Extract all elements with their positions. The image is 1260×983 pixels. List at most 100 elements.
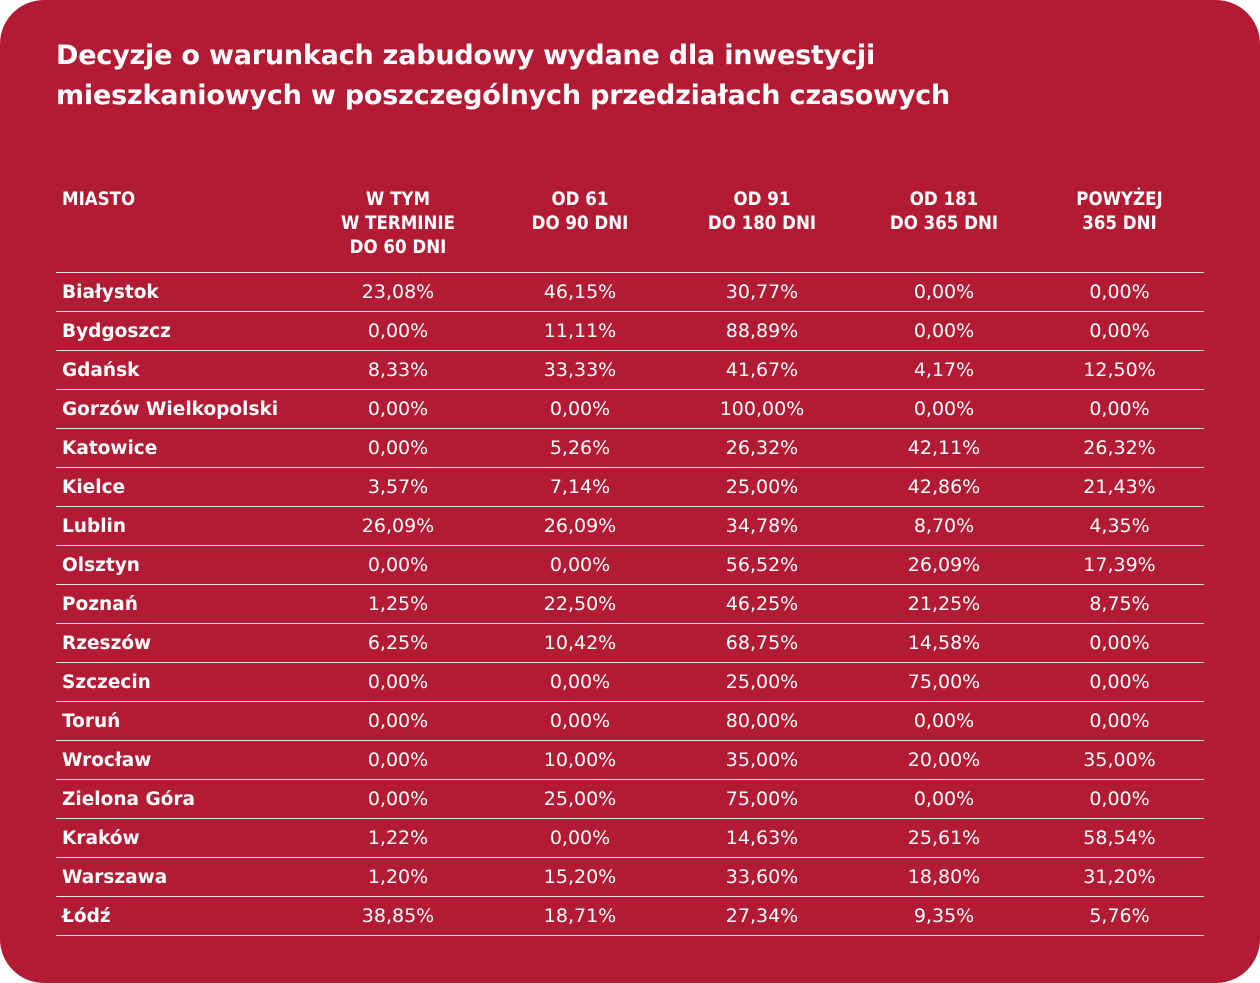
percent-cell: 0,00% <box>307 311 489 351</box>
percent-cell: 6,25% <box>307 623 489 663</box>
percent-cell: 1,20% <box>307 857 489 897</box>
percent-cell: 0,00% <box>1035 623 1204 663</box>
city-name-cell: Olsztyn <box>56 545 307 585</box>
percent-cell: 0,00% <box>307 740 489 780</box>
percent-cell: 12,50% <box>1035 350 1204 390</box>
table-row: Gorzów Wielkopolski 0,00% 0,00% 100,00% 0,00… <box>56 389 1204 429</box>
percent-cell: 0,00% <box>489 662 671 702</box>
table-row: Bydgoszcz 0,00% 11,11% 88,89% 0,00% 0,00% <box>56 311 1204 351</box>
column-header-city: MIASTO <box>56 188 307 273</box>
table-row: Wrocław 0,00% 10,00% 35,00% 20,00% 35,00% <box>56 740 1204 780</box>
percent-cell: 33,33% <box>489 350 671 390</box>
percent-cell: 25,00% <box>671 662 853 702</box>
table-row: Warszawa 1,20% 15,20% 33,60% 18,80% 31,20% <box>56 857 1204 897</box>
percent-cell: 0,00% <box>1035 311 1204 351</box>
table-row: Katowice 0,00% 5,26% 26,32% 42,11% 26,32% <box>56 428 1204 468</box>
percent-cell: 0,00% <box>853 272 1035 312</box>
column-header-181-365-days: OD 181 DO 365 DNI <box>853 188 1035 273</box>
city-name-cell: Bydgoszcz <box>56 311 307 351</box>
percent-cell: 25,00% <box>489 779 671 819</box>
table-row: Szczecin 0,00% 0,00% 25,00% 75,00% 0,00% <box>56 662 1204 702</box>
percent-cell: 0,00% <box>307 701 489 741</box>
percent-cell: 18,80% <box>853 857 1035 897</box>
percent-cell: 35,00% <box>671 740 853 780</box>
percent-cell: 4,35% <box>1035 506 1204 546</box>
city-name-cell: Toruń <box>56 701 307 741</box>
percent-cell: 0,00% <box>853 701 1035 741</box>
percent-cell: 8,70% <box>853 506 1035 546</box>
city-name-cell: Warszawa <box>56 857 307 897</box>
city-name-cell: Rzeszów <box>56 623 307 663</box>
percent-cell: 21,25% <box>853 584 1035 624</box>
city-name-cell: Gdańsk <box>56 350 307 390</box>
percent-cell: 0,00% <box>307 389 489 429</box>
percent-cell: 80,00% <box>671 701 853 741</box>
percent-cell: 21,43% <box>1035 467 1204 507</box>
percent-cell: 10,42% <box>489 623 671 663</box>
percent-cell: 4,17% <box>853 350 1035 390</box>
city-name-cell: Wrocław <box>56 740 307 780</box>
percent-cell: 58,54% <box>1035 818 1204 858</box>
table-row: Białystok 23,08% 46,15% 30,77% 0,00% 0,00% <box>56 272 1204 312</box>
percent-cell: 75,00% <box>671 779 853 819</box>
percent-cell: 17,39% <box>1035 545 1204 585</box>
percent-cell: 26,09% <box>489 506 671 546</box>
percent-cell: 46,15% <box>489 272 671 312</box>
percent-cell: 68,75% <box>671 623 853 663</box>
percent-cell: 8,75% <box>1035 584 1204 624</box>
percent-cell: 35,00% <box>1035 740 1204 780</box>
percent-cell: 26,32% <box>1035 428 1204 468</box>
percent-cell: 0,00% <box>307 779 489 819</box>
data-table: MIASTO W TYM W TERMINIE DO 60 DNI OD 61 … <box>56 188 1204 936</box>
table-row: Zielona Góra 0,00% 25,00% 75,00% 0,00% 0,00% <box>56 779 1204 819</box>
percent-cell: 0,00% <box>489 818 671 858</box>
percent-cell: 0,00% <box>853 389 1035 429</box>
table-row: Kraków 1,22% 0,00% 14,63% 25,61% 58,54% <box>56 818 1204 858</box>
table-row: Olsztyn 0,00% 0,00% 56,52% 26,09% 17,39% <box>56 545 1204 585</box>
header-row: MIASTO W TYM W TERMINIE DO 60 DNI OD 61 … <box>56 188 1204 273</box>
percent-cell: 26,09% <box>307 506 489 546</box>
percent-cell: 1,25% <box>307 584 489 624</box>
table-row: Lublin 26,09% 26,09% 34,78% 8,70% 4,35% <box>56 506 1204 546</box>
table-row: Toruń 0,00% 0,00% 80,00% 0,00% 0,00% <box>56 701 1204 741</box>
percent-cell: 0,00% <box>853 779 1035 819</box>
percent-cell: 22,50% <box>489 584 671 624</box>
city-name-cell: Kielce <box>56 467 307 507</box>
city-name-cell: Gorzów Wielkopolski <box>56 389 307 429</box>
table-body: Białystok 23,08% 46,15% 30,77% 0,00% 0,00% Byd… <box>56 272 1204 936</box>
percent-cell: 7,14% <box>489 467 671 507</box>
percent-cell: 18,71% <box>489 896 671 936</box>
percent-cell: 30,77% <box>671 272 853 312</box>
table-row: Poznań 1,25% 22,50% 46,25% 21,25% 8,75% <box>56 584 1204 624</box>
percent-cell: 42,86% <box>853 467 1035 507</box>
percent-cell: 88,89% <box>671 311 853 351</box>
percent-cell: 41,67% <box>671 350 853 390</box>
percent-cell: 0,00% <box>1035 701 1204 741</box>
percent-cell: 56,52% <box>671 545 853 585</box>
city-name-cell: Poznań <box>56 584 307 624</box>
percent-cell: 11,11% <box>489 311 671 351</box>
percent-cell: 0,00% <box>307 545 489 585</box>
percent-cell: 3,57% <box>307 467 489 507</box>
percent-cell: 0,00% <box>489 389 671 429</box>
city-name-cell: Zielona Góra <box>56 779 307 819</box>
city-name-cell: Szczecin <box>56 662 307 702</box>
percent-cell: 14,63% <box>671 818 853 858</box>
table-row: Łódź 38,85% 18,71% 27,34% 9,35% 5,76% <box>56 896 1204 936</box>
city-name-cell: Lublin <box>56 506 307 546</box>
percent-cell: 14,58% <box>853 623 1035 663</box>
city-name-cell: Łódź <box>56 896 307 936</box>
table-row: Gdańsk 8,33% 33,33% 41,67% 4,17% 12,50% <box>56 350 1204 390</box>
table-row: Rzeszów 6,25% 10,42% 68,75% 14,58% 0,00% <box>56 623 1204 663</box>
percent-cell: 26,32% <box>671 428 853 468</box>
percent-cell: 0,00% <box>853 311 1035 351</box>
percent-cell: 0,00% <box>307 662 489 702</box>
percent-cell: 26,09% <box>853 545 1035 585</box>
percent-cell: 5,26% <box>489 428 671 468</box>
percent-cell: 20,00% <box>853 740 1035 780</box>
percent-cell: 0,00% <box>1035 779 1204 819</box>
percent-cell: 42,11% <box>853 428 1035 468</box>
percent-cell: 9,35% <box>853 896 1035 936</box>
table-title: Decyzje o warunkach zabudowy wydane dla … <box>56 40 951 111</box>
